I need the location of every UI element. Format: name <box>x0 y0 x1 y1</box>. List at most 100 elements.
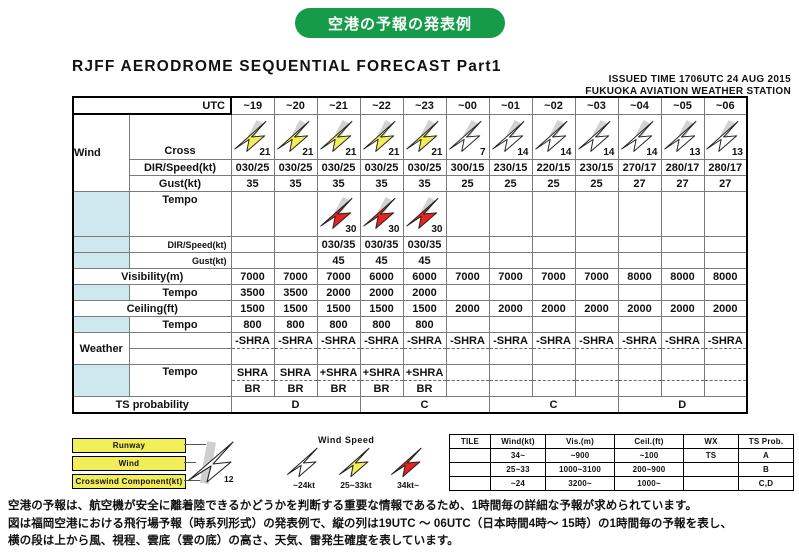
wind-tempo-gust-6 <box>488 252 533 269</box>
visibility-row: Visibility(m) 7000 7000 7000 6000 6000 7000 700… <box>72 268 748 285</box>
weather-tempo-10 <box>660 364 705 381</box>
column-header-9: ~04 <box>617 96 662 115</box>
wind-barb-cell-0: 21 <box>230 113 275 160</box>
row-label-cross: Cross <box>128 113 232 160</box>
weather-main-2nd-3 <box>359 348 404 365</box>
row-label-tempo-gust: Gust(kt) <box>128 252 232 269</box>
wind-gust-2: 35 <box>316 175 361 192</box>
ceiling-tempo-7 <box>531 316 576 333</box>
wind-tempo-dirspeed-0 <box>230 236 275 253</box>
wind-tempo-cross-value-2: 30 <box>345 224 357 235</box>
tile-header-2: Vis.(m) <box>545 434 615 449</box>
wind-cross-value-4: 21 <box>431 146 443 158</box>
column-header-4: ~23 <box>402 96 447 115</box>
weather-tempo-2nd-5 <box>445 380 490 397</box>
column-header-0: ~19 <box>230 96 275 115</box>
wind-gust-3: 35 <box>359 175 404 192</box>
wind-cross-value-0: 21 <box>259 146 271 158</box>
wind-tempo-dirspeed-11 <box>703 236 748 253</box>
visibility-2: 7000 <box>316 268 361 285</box>
wind-tempo-barb-cell-9 <box>617 191 662 237</box>
row-label-dirspeed: DIR/Speed(kt) <box>128 159 232 176</box>
wind-cross-value-11: 13 <box>731 146 743 158</box>
weather-tempo-2nd-2: BR <box>316 380 361 397</box>
visibility-tempo-10 <box>660 284 705 301</box>
weather-main-11: -SHRA <box>703 332 748 349</box>
visibility-10: 8000 <box>660 268 705 285</box>
page-title: RJFF AERODROME SEQUENTIAL FORECAST Part1 <box>72 58 502 75</box>
wind-tempo-dirspeed-3: 030/35 <box>359 236 404 253</box>
ceiling-6: 2000 <box>488 300 533 317</box>
wind-spacer-3 <box>72 252 129 269</box>
wind-gust-4: 35 <box>402 175 447 192</box>
wind-tempo-barb-cell-5 <box>445 191 490 237</box>
weather-main-8: -SHRA <box>574 332 619 349</box>
weather-tempo-2: +SHRA <box>316 364 361 381</box>
ceiling-tempo-3: 800 <box>359 316 404 333</box>
visibility-tempo-1: 3500 <box>273 284 318 301</box>
wind-tempo-dirspeed-9 <box>617 236 662 253</box>
wind-speed-item-0: ~24kt <box>278 446 330 490</box>
footnote: 空港の予報は、航空機が安全に離着陸できるかどうかを判断する重要な情報であるため、… <box>8 498 796 551</box>
weather-tempo-2nd-7 <box>531 380 576 397</box>
ts-probability-row: TS probability D C C D <box>72 396 748 414</box>
ts-probability-1: C <box>359 396 490 414</box>
weather-tempo-0: SHRA <box>230 364 275 381</box>
tile-swatch-0 <box>449 448 491 463</box>
wind-gust-8: 25 <box>574 175 619 192</box>
table-header-row: UTC ~19 ~20 ~21 ~22 ~23 ~00 ~01 ~02 ~03 ~04 ~05 ~06 <box>72 96 748 115</box>
wind-barb-cell-5: 7 <box>445 113 490 160</box>
tile-header-3: Ceil.(ft) <box>614 434 684 449</box>
weather-tempo-top-row: Tempo SHRA SHRA +SHRA +SHRA +SHRA <box>72 364 748 397</box>
visibility-9: 8000 <box>617 268 662 285</box>
wind-tempo-dirspeed-10 <box>660 236 705 253</box>
wind-tempo-gust-4: 45 <box>402 252 447 269</box>
weather-label-spacer-2 <box>128 348 231 365</box>
wind-gust-5: 25 <box>445 175 490 192</box>
wind-tempo-cross-value-4: 30 <box>431 224 443 235</box>
ceiling-3: 1500 <box>359 300 404 317</box>
visibility-tempo-0: 3500 <box>230 284 275 301</box>
row-label-wind-spacer <box>72 191 129 237</box>
wind-gust-0: 35 <box>230 175 275 192</box>
weather-main-2: -SHRA <box>316 332 361 349</box>
wind-speed-barb-icon-1 <box>339 447 370 478</box>
visibility-5: 7000 <box>445 268 490 285</box>
tile-legend-table: TILE Wind(kt) Vis.(m) Ceil.(ft) WX TS Prob. 3… <box>449 434 794 491</box>
wind-cross-value-6: 14 <box>517 146 529 158</box>
weather-tempo-2nd-10 <box>660 380 705 397</box>
weather-tempo-2nd-3: BR <box>359 380 404 397</box>
ts-probability-3: D <box>617 396 748 414</box>
weather-main-7: -SHRA <box>531 332 576 349</box>
wind-barb-cell-8: 14 <box>574 113 619 160</box>
wind-cross-value-8: 14 <box>603 146 615 158</box>
wind-tempo-gust-3: 45 <box>359 252 404 269</box>
tile-header-0: TILE <box>449 434 491 449</box>
wind-dirspeed-5: 300/15 <box>445 159 490 176</box>
tile-row-0: 34~ ~900 ~100 TS A <box>449 448 794 463</box>
wind-dirspeed-3: 030/25 <box>359 159 404 176</box>
ceiling-8: 2000 <box>574 300 619 317</box>
ceiling-tempo-11 <box>703 316 748 333</box>
wind-tempo-barb-cell-10 <box>660 191 705 237</box>
row-label-visibility-tempo: Tempo <box>128 284 232 301</box>
ceiling-tempo-6 <box>488 316 533 333</box>
wind-tempo-gust-2: 45 <box>316 252 361 269</box>
ceiling-tempo-4: 800 <box>402 316 447 333</box>
wind-gust-9: 27 <box>617 175 662 192</box>
wind-barb-cell-6: 14 <box>488 113 533 160</box>
wind-tempo-dirspeed-5 <box>445 236 490 253</box>
visibility-1: 7000 <box>273 268 318 285</box>
wind-tempo-dirspeed-8 <box>574 236 619 253</box>
row-label-weather-tempo: Tempo <box>128 364 232 397</box>
weather-main-4: -SHRA <box>402 332 447 349</box>
weather-tempo-2nd-4: BR <box>402 380 447 397</box>
weather-tempo-2nd-8 <box>574 380 619 397</box>
leader-line-wind <box>184 462 196 463</box>
weather-main-2nd-7 <box>531 348 576 365</box>
tile-ceil-2: 1000~ <box>614 476 684 491</box>
ceiling-tempo-1: 800 <box>273 316 318 333</box>
wind-barb-row: Wind Cross 21 21 21 21 21 7 14 14 14 14 13 13 <box>72 113 748 192</box>
wind-dirspeed-0: 030/25 <box>230 159 275 176</box>
ceiling-1: 1500 <box>273 300 318 317</box>
